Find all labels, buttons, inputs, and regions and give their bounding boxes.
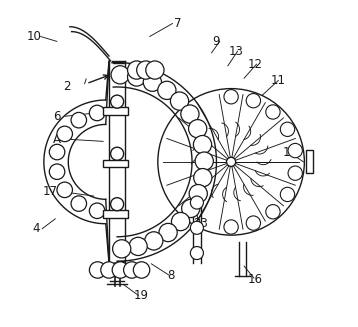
Bar <box>103 108 127 115</box>
Text: 8: 8 <box>167 269 175 282</box>
Circle shape <box>111 147 124 160</box>
Bar <box>103 210 127 218</box>
Circle shape <box>227 157 236 166</box>
Circle shape <box>90 203 105 218</box>
Circle shape <box>266 205 280 219</box>
Circle shape <box>190 221 203 234</box>
Text: 6: 6 <box>53 110 61 123</box>
Bar <box>306 150 313 173</box>
Circle shape <box>288 144 303 158</box>
Circle shape <box>246 94 261 108</box>
Circle shape <box>90 105 105 121</box>
Circle shape <box>280 187 295 202</box>
Circle shape <box>194 168 212 187</box>
Circle shape <box>133 262 150 278</box>
Circle shape <box>224 220 238 234</box>
Circle shape <box>195 152 213 170</box>
Text: 11: 11 <box>271 74 286 87</box>
Circle shape <box>101 262 117 278</box>
Text: 9: 9 <box>213 35 220 48</box>
Circle shape <box>57 182 72 198</box>
Circle shape <box>171 213 190 231</box>
Circle shape <box>127 61 146 79</box>
Circle shape <box>129 237 147 255</box>
Circle shape <box>112 262 129 278</box>
Text: 4: 4 <box>32 222 39 235</box>
Circle shape <box>49 144 65 160</box>
Text: 17: 17 <box>43 185 58 198</box>
Text: 15: 15 <box>282 146 297 159</box>
Circle shape <box>143 73 161 91</box>
Circle shape <box>193 135 212 154</box>
Circle shape <box>112 240 131 258</box>
Circle shape <box>224 90 238 104</box>
Circle shape <box>137 61 155 79</box>
Circle shape <box>146 61 164 79</box>
Circle shape <box>181 105 199 123</box>
Circle shape <box>111 198 124 211</box>
Circle shape <box>111 66 129 84</box>
Circle shape <box>124 262 140 278</box>
Circle shape <box>90 262 106 278</box>
Circle shape <box>158 89 304 235</box>
Circle shape <box>280 122 295 136</box>
Circle shape <box>158 81 176 99</box>
Text: 10: 10 <box>26 30 42 43</box>
Text: 12: 12 <box>248 58 263 71</box>
Circle shape <box>189 184 207 203</box>
Circle shape <box>288 166 303 181</box>
Circle shape <box>190 247 203 260</box>
Circle shape <box>145 232 163 250</box>
Circle shape <box>71 196 87 211</box>
Circle shape <box>266 105 280 119</box>
Circle shape <box>182 199 200 217</box>
Circle shape <box>49 164 65 180</box>
Circle shape <box>189 120 207 138</box>
Bar <box>103 160 127 167</box>
Circle shape <box>57 126 72 142</box>
Text: 23: 23 <box>193 217 208 230</box>
Text: A: A <box>53 132 61 146</box>
Circle shape <box>71 112 87 128</box>
Circle shape <box>190 196 203 209</box>
Circle shape <box>246 216 261 230</box>
Circle shape <box>111 95 124 108</box>
Text: 16: 16 <box>248 273 263 285</box>
Circle shape <box>159 223 177 242</box>
Text: 13: 13 <box>228 45 243 58</box>
Text: 2: 2 <box>63 80 71 94</box>
Circle shape <box>127 68 146 86</box>
Text: 7: 7 <box>174 17 181 30</box>
Circle shape <box>170 92 189 110</box>
Text: 19: 19 <box>134 289 149 302</box>
